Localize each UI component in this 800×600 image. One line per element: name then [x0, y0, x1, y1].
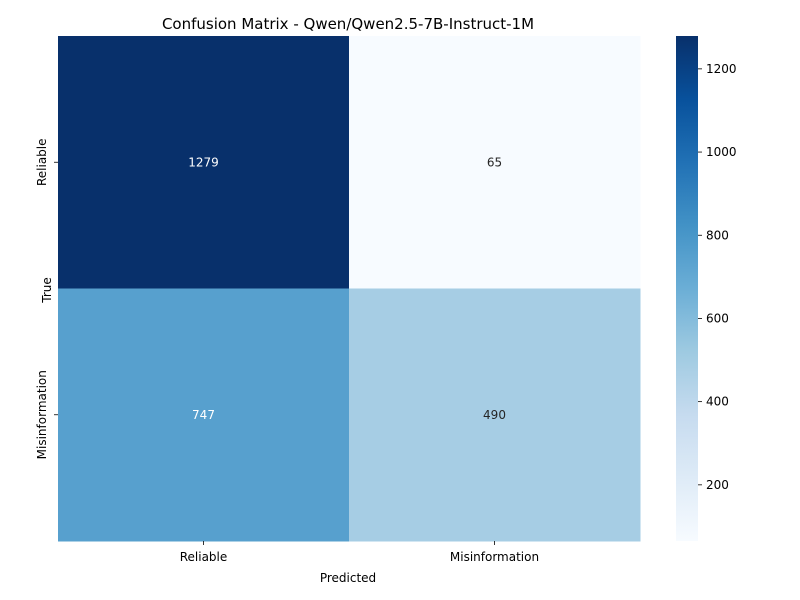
cell-value-0-1: 65	[487, 155, 502, 169]
x-tick-label-1: Misinformation	[450, 550, 539, 564]
heatmap-cell-0-0	[58, 36, 350, 289]
cell-value-1-0: 747	[192, 408, 215, 422]
colorbar-ticks: 200 400 600 800 1000 1200	[698, 62, 737, 492]
heatmap-cells	[58, 36, 641, 542]
heatmap-cell-1-0	[58, 288, 350, 542]
heatmap-cell-1-1	[349, 288, 641, 542]
heatmap-cell-0-1	[349, 36, 641, 289]
colorbar-tick-label-5: 1200	[706, 62, 737, 76]
colorbar-tick-label-1: 400	[706, 395, 729, 409]
y-tick-label-1: Misinformation	[35, 370, 49, 459]
colorbar-tick-label-2: 600	[706, 311, 729, 325]
chart-title: Confusion Matrix - Qwen/Qwen2.5-7B-Instr…	[162, 15, 534, 33]
cell-value-1-1: 490	[483, 408, 506, 422]
colorbar-tick-label-4: 1000	[706, 145, 737, 159]
colorbar-tick-label-0: 200	[706, 478, 729, 492]
y-axis-label: True	[40, 277, 54, 304]
x-tick-label-0: Reliable	[180, 550, 228, 564]
y-tick-label-0: Reliable	[35, 138, 49, 186]
y-axis-ticks: Reliable Misinformation	[35, 138, 58, 459]
colorbar-tick-label-3: 800	[706, 228, 729, 242]
cell-value-0-0: 1279	[188, 155, 219, 169]
x-axis-label: Predicted	[320, 571, 376, 585]
heatmap-cell-labels: 1279 65 747 490	[188, 155, 506, 422]
x-axis-ticks: Reliable Misinformation	[180, 541, 539, 564]
colorbar	[676, 36, 698, 541]
